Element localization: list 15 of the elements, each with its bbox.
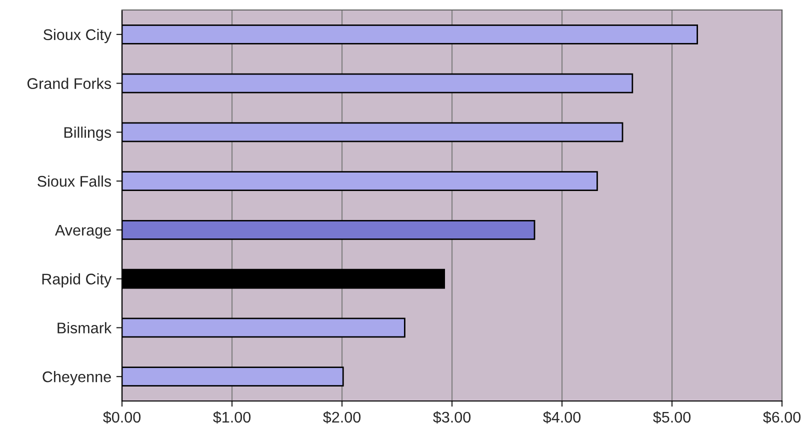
y-tick-label: Sioux City [44, 28, 112, 44]
y-tick-label: Cheyenne [42, 371, 111, 386]
x-tick-label: $1.00 [213, 411, 251, 424]
x-tick-label: $2.00 [323, 411, 361, 424]
y-tick-label: Bismark [58, 322, 112, 334]
y-tick-label: Average [54, 224, 111, 239]
x-tick-label: $6.00 [763, 411, 801, 424]
x-tick-label: $5.00 [653, 411, 691, 424]
y-tick-label: Sioux Falls [38, 176, 112, 187]
y-tick-label: Grand Forks [27, 78, 112, 89]
x-tick-label: $4.00 [543, 411, 581, 424]
y-tick-label: Billings [64, 126, 112, 141]
x-tick-label: $0.00 [103, 411, 141, 424]
y-tick-label: Rapid City [42, 273, 112, 288]
x-tick-label: $3.00 [433, 411, 471, 424]
